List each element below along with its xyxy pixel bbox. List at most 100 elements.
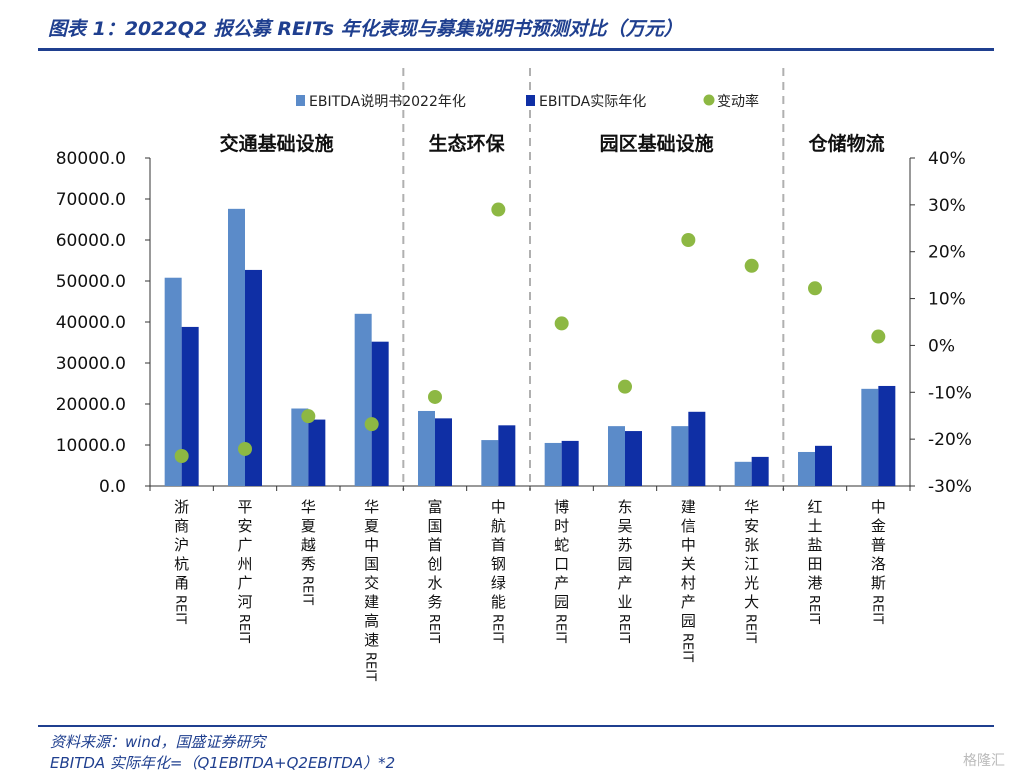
- legend-swatch: [526, 95, 535, 106]
- x-axis-label-char: 国: [427, 517, 442, 535]
- change-point: [681, 233, 696, 247]
- x-axis-label-char: 国: [364, 555, 379, 573]
- x-axis-label-char: 业: [617, 593, 632, 611]
- change-point: [808, 281, 822, 296]
- bar-prospectus: [544, 442, 562, 486]
- x-axis-label-char: 安: [744, 517, 759, 535]
- x-axis-label-reit: REIT: [173, 595, 188, 624]
- change-point: [491, 202, 506, 217]
- bar-actual: [688, 411, 706, 486]
- bar-actual: [815, 445, 832, 486]
- x-axis-label-reit: REIT: [679, 633, 694, 662]
- left-axis-tick-label: 70000.0: [56, 190, 126, 210]
- change-point: [428, 389, 442, 404]
- change-point: [238, 441, 252, 456]
- bar-prospectus: [671, 426, 689, 486]
- title-rule: [38, 48, 994, 51]
- bar-prospectus: [481, 440, 499, 486]
- bar-prospectus: [164, 277, 182, 486]
- change-points: [174, 202, 886, 464]
- x-axis-label-char: 务: [427, 593, 442, 611]
- right-axis-tick-label: 0%: [928, 336, 955, 356]
- x-axis-label-char: 安: [237, 517, 252, 535]
- x-axis-label-char: 速: [364, 631, 379, 649]
- group-labels: 交通基础设施 生态环保 园区基础设施 仓储物流: [220, 132, 885, 155]
- x-axis-label-char: 广: [237, 536, 252, 554]
- change-point: [364, 417, 379, 432]
- change-point: [301, 409, 316, 424]
- change-point: [174, 449, 189, 464]
- x-axis-label-char: 吴: [617, 517, 632, 535]
- x-axis-label-char: 交: [364, 574, 379, 592]
- bar-prospectus: [734, 461, 752, 486]
- x-axis-label-char: 首: [427, 536, 442, 554]
- bar-actual: [751, 456, 769, 486]
- x-axis-label-reit: REIT: [806, 595, 821, 624]
- right-axis-tick-label: 40%: [928, 149, 966, 169]
- x-axis-label-char: 秀: [301, 555, 316, 573]
- x-axis-label-reit: REIT: [743, 614, 758, 643]
- x-axis-label-char: 州: [237, 555, 252, 573]
- x-axis-label-char: 杭: [174, 555, 189, 573]
- x-axis-label-char: 苏: [617, 536, 632, 554]
- x-axis-label-char: 首: [491, 536, 506, 554]
- x-axis-label-char: 越: [301, 536, 316, 554]
- chart-title: 图表 1：2022Q2 报公募 REITs 年化表现与募集说明书预测对比（万元）: [48, 18, 683, 40]
- x-axis-labels: 浙商沪杭甬REIT平安广州广河REIT华夏越秀REIT华夏中国交建高速REIT富…: [173, 498, 886, 681]
- x-axis-label-char: 甬: [174, 574, 189, 592]
- x-axis-label-char: 江: [744, 555, 759, 573]
- x-axis-label-char: 斯: [871, 574, 886, 592]
- x-axis-label-char: 华: [364, 498, 379, 516]
- formula-note: EBITDA 实际年化=（Q1EBITDA+Q2EBITDA）*2: [50, 754, 396, 772]
- x-axis-label-char: 金: [871, 517, 886, 535]
- left-axis-tick-label: 60000.0: [56, 231, 126, 251]
- x-axis-label-reit: REIT: [363, 652, 378, 681]
- group-label: 园区基础设施: [600, 132, 714, 155]
- bar-prospectus: [228, 208, 245, 486]
- left-axis-tick-label: 20000.0: [56, 395, 126, 415]
- x-axis-label-char: 平: [237, 498, 252, 516]
- x-axis-label-reit: REIT: [426, 614, 441, 643]
- left-axis-tick-label: 0.0: [99, 477, 126, 497]
- right-axis-tick-label: 10%: [928, 290, 966, 310]
- x-axis-label-char: 河: [237, 593, 252, 611]
- x-axis-label-char: 华: [301, 498, 316, 516]
- x-axis-label-char: 绿: [491, 574, 506, 592]
- source-note: 资料来源：wind，国盛证券研究: [50, 733, 266, 751]
- x-axis-label-char: 高: [364, 612, 379, 630]
- x-axis-label-char: 浙: [174, 498, 189, 516]
- x-axis-label-char: 中: [491, 498, 506, 516]
- x-axis-label-char: 中: [364, 536, 379, 554]
- x-axis-label-char: 能: [491, 593, 506, 611]
- x-axis-label-char: 钢: [491, 555, 506, 573]
- change-point: [618, 379, 632, 394]
- x-axis-label-char: 产: [554, 574, 569, 592]
- group-dividers: [402, 68, 785, 490]
- bar-prospectus: [354, 313, 372, 486]
- x-axis-label-char: 博: [554, 498, 569, 516]
- bar-actual: [181, 326, 199, 486]
- change-point: [744, 258, 759, 273]
- change-point: [871, 329, 886, 344]
- x-axis-label-char: 田: [807, 555, 822, 573]
- left-axis-tick-label: 50000.0: [56, 272, 126, 292]
- x-axis-label-char: 商: [174, 517, 189, 535]
- x-axis-label-char: 夏: [364, 517, 379, 535]
- group-label: 交通基础设施: [220, 132, 334, 155]
- right-axis-tick-label: -30%: [928, 477, 972, 497]
- x-axis-label-char: 洛: [871, 555, 886, 573]
- x-axis-label-char: 关: [681, 555, 696, 573]
- legend-swatch: [703, 94, 715, 106]
- x-axis-label-char: 时: [554, 517, 569, 535]
- x-axis-label-reit: REIT: [299, 576, 314, 605]
- x-axis-label-char: 华: [744, 498, 759, 516]
- x-axis-label-char: 富: [427, 498, 442, 516]
- x-axis-label-char: 蛇: [554, 536, 569, 554]
- x-axis-label-char: 沪: [174, 536, 189, 554]
